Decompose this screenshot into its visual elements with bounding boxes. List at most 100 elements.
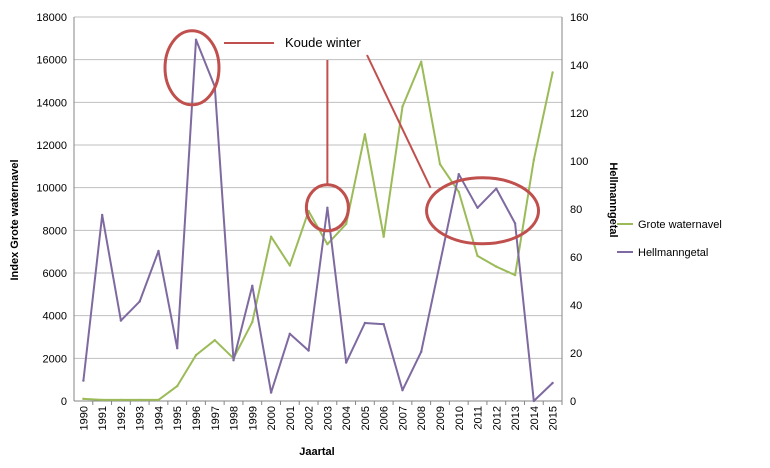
x-tick-label: 2000	[266, 406, 278, 430]
legend-label-1: Grote waternavel	[638, 219, 722, 231]
data-point	[288, 332, 292, 335]
data-point	[194, 38, 198, 41]
x-tick-label: 2003	[322, 406, 334, 430]
y-left-tick-label: 6000	[43, 268, 67, 280]
x-tick-label: 2007	[397, 406, 409, 430]
data-point	[420, 60, 423, 63]
data-point	[119, 398, 123, 402]
data-point	[82, 379, 85, 382]
y-left-tick-label: 8000	[43, 225, 67, 237]
x-tick-label: 1993	[135, 406, 147, 430]
data-point	[532, 399, 536, 403]
data-point	[344, 361, 348, 364]
y-right-tick-label: 80	[570, 204, 582, 216]
data-point	[307, 349, 310, 352]
x-tick-label: 2014	[529, 406, 541, 430]
x-tick-label: 2012	[491, 406, 503, 430]
x-tick-label: 1995	[172, 406, 184, 430]
data-point	[251, 284, 254, 287]
y-right-tick-label: 40	[570, 300, 582, 312]
data-point	[194, 353, 198, 357]
y-left-tick-label: 4000	[43, 311, 67, 323]
data-point	[344, 222, 348, 226]
y-right-tick-label: 60	[570, 252, 582, 264]
series-line-1	[83, 60, 554, 401]
data-point	[232, 359, 235, 362]
data-point	[363, 321, 367, 325]
x-axis-title: Jaartal	[299, 446, 334, 458]
data-point	[100, 213, 104, 217]
highlight-ellipse-1	[163, 29, 221, 107]
x-tick-label: 2006	[379, 406, 391, 430]
annotation-label: Koude winter	[285, 35, 362, 50]
x-tick-label: 1990	[78, 406, 90, 430]
data-point	[438, 261, 442, 265]
data-point	[382, 235, 385, 238]
y-left-tick-label: 18000	[36, 12, 67, 24]
x-tick-label: 1994	[153, 406, 165, 430]
data-point	[326, 243, 329, 246]
x-tick-label: 1999	[247, 406, 259, 430]
x-tick-label: 2004	[341, 406, 353, 430]
data-point	[138, 398, 141, 402]
data-point	[269, 391, 273, 394]
x-tick-label: 2005	[360, 406, 372, 430]
y-left-tick-label: 12000	[36, 140, 67, 152]
x-tick-label: 1997	[210, 406, 222, 430]
data-point	[176, 347, 179, 350]
data-point	[476, 254, 479, 258]
data-point	[513, 273, 517, 277]
y-right-tick-label: 100	[570, 156, 588, 168]
x-tick-label: 1991	[97, 406, 109, 430]
data-point	[401, 105, 404, 108]
data-point	[157, 398, 160, 402]
y-axis-left-title: Index Grote waternavel	[9, 159, 21, 280]
x-tick-label: 2013	[510, 406, 522, 430]
data-point	[363, 133, 367, 136]
y-right-tick-label: 160	[570, 12, 588, 24]
series-line-2	[82, 38, 554, 402]
data-point	[288, 264, 292, 267]
legend: Grote waternavel Hellmanngetal	[617, 219, 722, 259]
y-right-tick-label: 140	[570, 60, 588, 72]
x-tick-label: 1998	[229, 406, 241, 430]
y-left-tick-label: 0	[61, 396, 67, 408]
legend-label-2: Hellmanngetal	[638, 247, 708, 259]
data-point	[495, 265, 498, 268]
data-point	[513, 222, 517, 225]
data-point	[495, 187, 498, 190]
data-point	[138, 300, 141, 303]
data-point	[176, 384, 179, 388]
highlight-ellipse-3	[425, 176, 541, 246]
data-point	[551, 381, 554, 385]
data-point	[213, 339, 216, 342]
x-tick-label: 1992	[116, 406, 128, 430]
x-tick-label: 2009	[435, 406, 447, 430]
y-right-tick-label: 0	[570, 396, 576, 408]
data-point	[382, 323, 385, 326]
x-tick-label: 2008	[416, 406, 428, 430]
data-point	[532, 158, 536, 162]
series-lines	[82, 38, 554, 403]
data-point	[326, 206, 329, 209]
data-point	[157, 249, 160, 253]
data-point	[251, 320, 254, 324]
data-point	[100, 398, 104, 402]
x-tick-label: 2001	[285, 406, 297, 430]
data-point	[551, 71, 554, 74]
y-left-tick-label: 2000	[43, 353, 67, 365]
annotations: Koude winter	[163, 29, 541, 246]
x-tick-label: 2010	[454, 406, 466, 430]
y-left-tick-label: 14000	[36, 97, 67, 109]
annotation-leader-3	[366, 54, 432, 189]
data-point	[476, 206, 479, 209]
x-tick-label: 2011	[473, 406, 485, 430]
axes: 0 2000 4000 6000 8000 10000 12000 14000 16000 180…	[36, 12, 588, 430]
data-point	[119, 319, 123, 322]
data-point	[457, 173, 460, 176]
x-tick-label: 2015	[548, 406, 560, 430]
x-tick-label: 1996	[191, 406, 203, 430]
data-point	[457, 190, 460, 194]
